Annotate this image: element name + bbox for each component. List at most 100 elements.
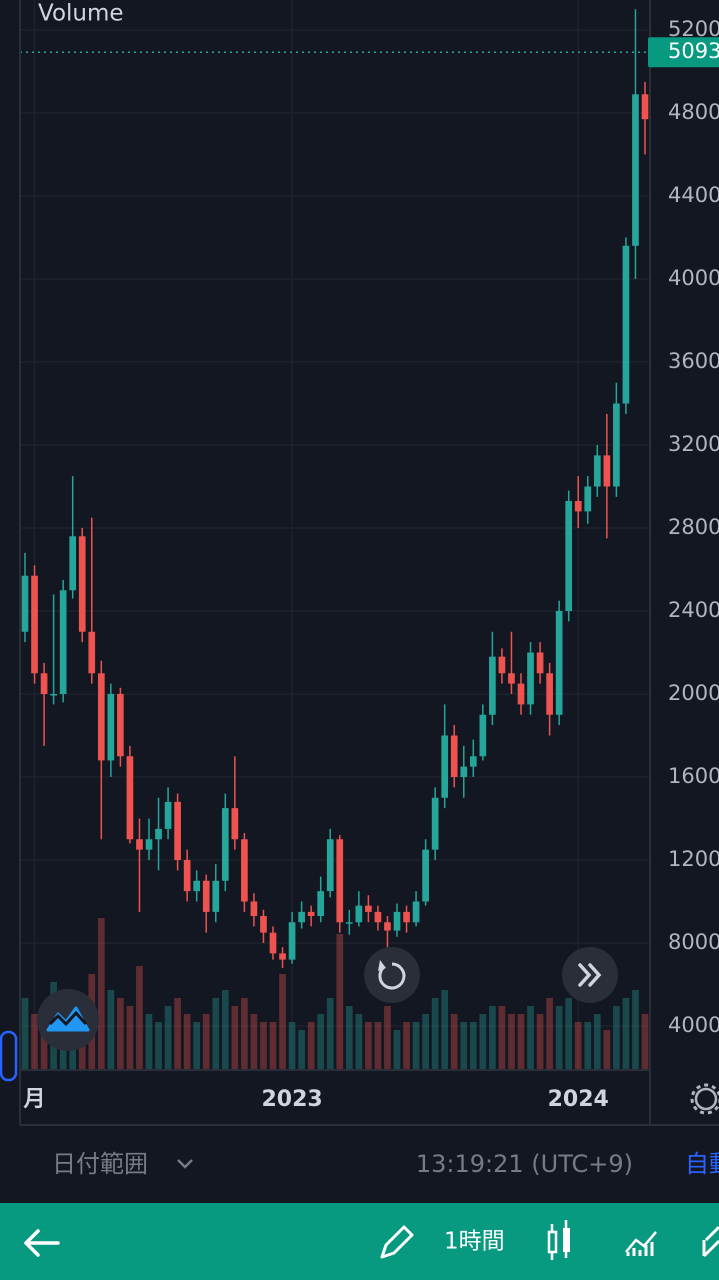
volume-bar <box>355 1014 363 1070</box>
candle-body <box>117 694 124 757</box>
volume-bar <box>40 1022 48 1070</box>
candle-body <box>365 905 372 912</box>
volume-bar <box>584 1022 592 1070</box>
candle-body <box>50 694 57 696</box>
volume-bar <box>345 1006 353 1070</box>
candle-layer <box>21 9 649 968</box>
candle-body <box>384 922 391 931</box>
candle-body <box>40 673 48 695</box>
candle-body <box>193 880 201 892</box>
candle-body <box>336 839 344 923</box>
candle-body <box>88 631 96 674</box>
candle-body <box>431 797 439 850</box>
scroll-to-end-button[interactable] <box>562 947 618 1003</box>
scale-mode-button[interactable]: 自動 <box>685 1150 719 1178</box>
volume-bar <box>221 990 229 1070</box>
volume-bar <box>469 1022 477 1070</box>
candle-body <box>145 839 153 850</box>
y-tick-label: 36000 <box>668 349 719 373</box>
volume-bar <box>393 1030 401 1070</box>
back-button[interactable] <box>24 1229 60 1257</box>
reset-button[interactable] <box>364 947 420 1003</box>
volume-bar <box>565 998 573 1070</box>
x-tick-label: 月 <box>23 1087 46 1112</box>
volume-bar <box>288 1022 296 1070</box>
candle-body <box>641 94 649 120</box>
candle-body <box>345 922 353 924</box>
volume-bar <box>164 1006 172 1070</box>
icon <box>694 1087 718 1111</box>
icon <box>563 1228 570 1252</box>
volume-bar <box>21 998 29 1070</box>
volume-bar <box>441 990 449 1070</box>
button-bg <box>364 947 420 1003</box>
candle-body <box>21 575 29 632</box>
candle-body <box>164 801 172 829</box>
volume-bar <box>155 1022 162 1070</box>
settings-button[interactable] <box>690 1083 719 1115</box>
volume-bar <box>212 998 220 1070</box>
volume-bar <box>479 1014 487 1070</box>
candle-body <box>231 808 239 840</box>
volume-bar <box>603 1030 611 1070</box>
y-axis: 4000 8000 12000 16000 20000 24000 28000 32000 36… <box>668 17 719 1037</box>
volume-bar <box>641 1014 649 1070</box>
chart-type-button[interactable] <box>547 1220 570 1260</box>
candle-body <box>136 839 143 850</box>
candle-body <box>393 911 401 931</box>
candle-body <box>527 652 534 705</box>
x-tick-label: 2023 <box>261 1087 322 1112</box>
candle-body <box>78 536 86 632</box>
volume-bar <box>403 1022 410 1070</box>
volume-bar <box>126 1006 134 1070</box>
volume-bar <box>326 998 334 1070</box>
icon <box>625 1231 657 1253</box>
volume-bar <box>250 1014 258 1070</box>
volume-bar <box>107 990 115 1070</box>
draw-button[interactable] <box>380 1225 414 1259</box>
icon <box>578 963 602 987</box>
candle-body <box>517 683 525 705</box>
volume-bar <box>450 1014 458 1070</box>
indicators-button[interactable] <box>625 1231 657 1256</box>
volume-bar <box>498 1006 506 1070</box>
more-button[interactable] <box>702 1225 719 1258</box>
candle-body <box>250 901 258 917</box>
scroll-handle[interactable] <box>0 1030 18 1082</box>
last-price-box <box>648 37 719 68</box>
candle-body <box>584 486 592 512</box>
candle-body <box>574 501 582 512</box>
volume-bar <box>336 934 344 1070</box>
candle-body <box>441 735 449 798</box>
candle-body <box>212 880 220 912</box>
volume-bar <box>431 998 439 1070</box>
volume-bar <box>279 974 286 1070</box>
icon <box>378 962 406 990</box>
volume-bar <box>202 1014 210 1070</box>
candle-body <box>403 911 410 923</box>
volume-bar <box>508 1014 515 1070</box>
interval-button[interactable]: 1時間 <box>444 1229 505 1255</box>
toolbar <box>0 1203 719 1280</box>
candle-body <box>412 901 420 923</box>
y-tick-label: 4000 <box>668 1013 719 1037</box>
candle-body <box>317 891 325 917</box>
candle-body <box>97 673 105 761</box>
chart-style-button[interactable] <box>37 989 99 1051</box>
volume-bar <box>632 990 639 1070</box>
volume-bar <box>489 1006 496 1070</box>
volume-bar <box>374 1022 382 1070</box>
icon <box>626 1242 654 1256</box>
candle-body <box>593 455 601 487</box>
candle-body <box>498 656 506 674</box>
candle-body <box>307 911 315 917</box>
y-tick-label: 12000 <box>668 847 719 871</box>
date-range-button[interactable]: 日付範囲 <box>52 1150 148 1178</box>
candle-body <box>374 911 382 923</box>
candle-body <box>469 756 477 767</box>
volume-bar <box>298 1030 305 1070</box>
candle-body <box>536 652 544 674</box>
volume-bar <box>241 998 248 1070</box>
